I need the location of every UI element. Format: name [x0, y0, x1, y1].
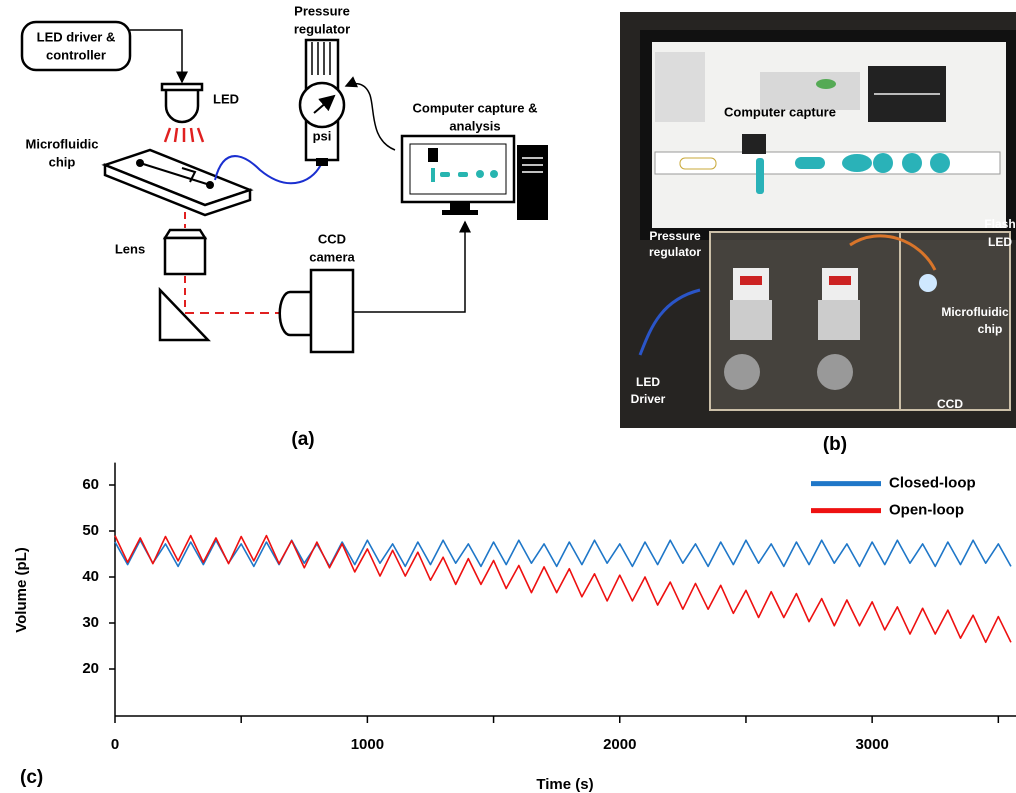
- x-tick-label: 0: [111, 736, 119, 753]
- lens-label: Lens: [115, 241, 145, 256]
- chart: (c) Time (s) Volume (pL) 20 30 40 50 60 0 1000…: [13, 463, 1016, 793]
- screen-panel: [655, 52, 705, 122]
- chip-label: Microfluidic: [26, 136, 99, 151]
- led-label: LED: [213, 91, 239, 106]
- regulator-label: Pressure: [649, 229, 701, 243]
- driver-label: LED driver &: [37, 29, 116, 44]
- led-cap: [162, 84, 202, 90]
- chip-port: [136, 159, 144, 167]
- regulator-port: [316, 158, 328, 166]
- arrow: [353, 222, 465, 312]
- driver-label: LED: [636, 375, 660, 389]
- camera: [311, 270, 353, 352]
- x-axis-label: Time (s): [536, 776, 593, 793]
- legend-label: Closed-loop: [889, 475, 976, 492]
- nozzle: [742, 134, 766, 154]
- monitor-stand: [442, 202, 478, 215]
- panel-label: (a): [291, 429, 314, 450]
- series-line: [115, 536, 1011, 643]
- led-bulb: [166, 88, 198, 122]
- gauge-label: psi: [313, 128, 332, 143]
- diagram: LED driver & controller LED Microfluidic…: [22, 3, 548, 450]
- monitor-screen: [652, 42, 1006, 228]
- regulator-label: Pressure: [294, 3, 350, 18]
- flash-label: LED: [988, 235, 1012, 249]
- camera-lens: [280, 292, 311, 335]
- panel-label: (c): [20, 767, 43, 788]
- y-tick-label: 50: [82, 522, 99, 539]
- y-tick-label: 60: [82, 476, 99, 493]
- legend-label: Open-loop: [889, 502, 964, 519]
- camera-label: camera: [309, 249, 355, 264]
- y-tick-label: 30: [82, 614, 99, 631]
- regulator-label: regulator: [294, 21, 350, 36]
- flash-label: Flash: [984, 217, 1015, 231]
- lens: [165, 238, 205, 274]
- screen-nozzle: [428, 148, 438, 162]
- panel-label: (b): [823, 434, 847, 455]
- chip-label: chip: [49, 154, 76, 169]
- camera-label: CCD: [318, 231, 346, 246]
- arrow: [346, 84, 395, 150]
- photo: Computer capture Pressure regulator Flas…: [620, 12, 1016, 455]
- screen-label: Computer capture: [724, 104, 836, 119]
- ccd-label: CCD: [937, 397, 963, 411]
- x-tick-label: 2000: [603, 736, 636, 753]
- chip-port: [206, 181, 214, 189]
- y-axis-label: Volume (pL): [13, 547, 30, 633]
- chip-label: Microfluidic: [941, 305, 1009, 319]
- x-tick-label: 3000: [855, 736, 888, 753]
- figure: LED driver & controller LED Microfluidic…: [0, 0, 1016, 793]
- y-tick-label: 20: [82, 660, 99, 677]
- x-tick-label: 1000: [351, 736, 384, 753]
- screen-indicator: [816, 79, 836, 89]
- prism: [160, 290, 208, 340]
- arrow: [130, 30, 182, 82]
- driver-label: Driver: [631, 392, 666, 406]
- chip-label: chip: [978, 322, 1003, 336]
- y-tick-label: 40: [82, 568, 99, 585]
- led-rays: [165, 128, 203, 142]
- regulator-label: regulator: [649, 245, 701, 259]
- computer-label: analysis: [449, 118, 500, 133]
- driver-label: controller: [46, 47, 106, 62]
- tower: [517, 145, 548, 220]
- screen: [410, 144, 506, 194]
- flash-led: [919, 274, 937, 292]
- computer-label: Computer capture &: [413, 100, 538, 115]
